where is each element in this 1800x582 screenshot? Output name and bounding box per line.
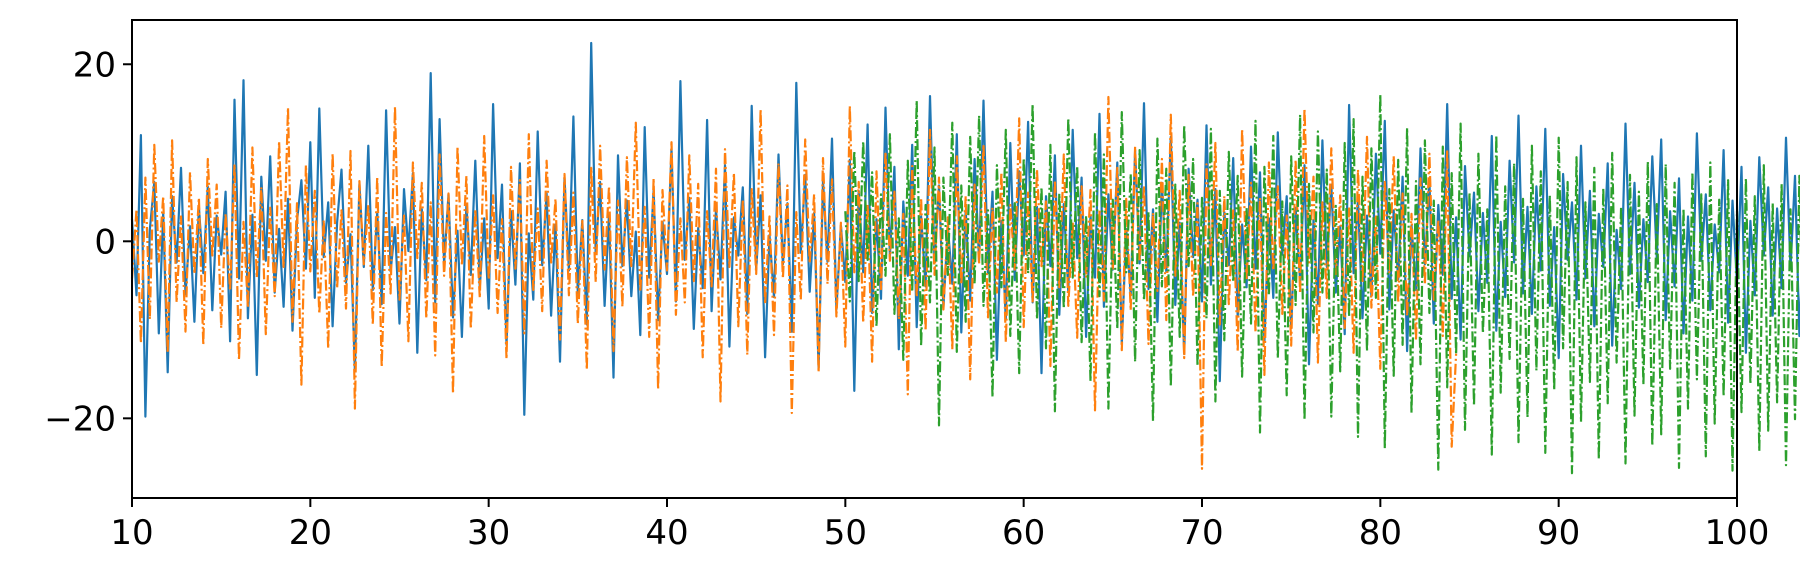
x-tick-label: 60 — [1002, 513, 1045, 553]
series-line-3 — [844, 93, 1800, 475]
x-tick-label: 90 — [1537, 513, 1580, 553]
series-layer — [130, 41, 1800, 475]
y-axis: 20 0 −20 — [44, 45, 132, 439]
series-line-2 — [130, 95, 1458, 470]
x-tick-label: 80 — [1359, 513, 1402, 553]
y-tick-label: 20 — [73, 45, 116, 85]
plot-frame — [131, 19, 1738, 499]
x-tick-label: 100 — [1705, 513, 1770, 553]
x-axis: 10 20 30 40 50 60 70 80 90 100 — [110, 498, 1769, 553]
x-tick-label: 70 — [1180, 513, 1223, 553]
x-tick-label: 30 — [467, 513, 510, 553]
y-tick-label: −20 — [44, 399, 116, 439]
y-tick-label: 0 — [94, 222, 116, 262]
x-tick-label: 40 — [645, 513, 688, 553]
x-tick-label: 20 — [289, 513, 332, 553]
x-tick-label: 10 — [110, 513, 153, 553]
x-tick-label: 50 — [824, 513, 867, 553]
